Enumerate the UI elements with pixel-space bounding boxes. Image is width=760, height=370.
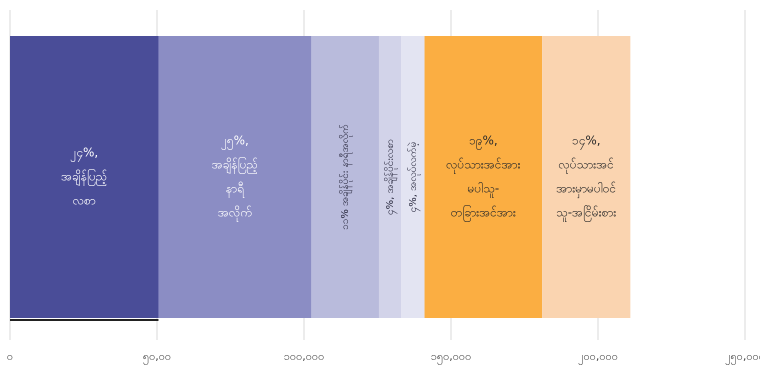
bar-segment-label: မပါသူ- (467, 181, 499, 199)
bar-segment-label: ၁၄%, (572, 134, 601, 151)
bar-segment (542, 36, 631, 318)
bar-segment-label: အချိန်ပြည့် (61, 168, 107, 187)
bar-segment-label: တခြားအင်အား (451, 204, 516, 223)
bar-segment-label: ၄%, အချိန်ပိုင်းလစာ (383, 139, 398, 215)
bar-segment-label: ၂၅%, (221, 134, 249, 151)
bar-segment-label: ၁၉%, (469, 134, 498, 151)
bar-segment-label: ၁၁% အချိန်ပိုင်း နာရီအလိုက် (338, 124, 353, 230)
bar-segment-label: ၄%, အလုပ်လက်မဲ့ (406, 142, 421, 213)
x-tick-label: ၀ (7, 350, 13, 363)
bar-segment (378, 36, 402, 318)
x-tick-label: ၂၀၀,၀၀၀ (578, 350, 618, 365)
bar-segment-label: အားမှာမပါဝင် (556, 181, 616, 199)
bar-segment-label: ၂၄%, (70, 146, 98, 163)
bar-segment-label: လုပ်သားအင်အား (446, 157, 520, 175)
x-tick-label: ၅၀,၀၀ (143, 350, 171, 365)
bar-segment (158, 36, 312, 318)
bar-segment-label: လုပ်သားအင် (559, 157, 614, 175)
x-tick-label: ၁၅၀,၀၀၀ (431, 350, 472, 365)
x-tick-label: ၂၅၀,၀၀၀ (725, 350, 760, 365)
x-tick-label: ၁၀၀,၀၀၀ (284, 350, 325, 363)
bar-segment-label: သူ-အငြိမ်းစား (556, 205, 616, 223)
bar-segment (401, 36, 425, 318)
bar-segment-label: လစာ (73, 194, 96, 208)
bar-segment-label: နာရီ (226, 181, 244, 199)
bar-segment-label: အချိန်ပြည့် (212, 156, 258, 175)
bar-segment (311, 36, 379, 318)
bar-segment (424, 36, 543, 318)
bar-segment-label: အလိုက် (218, 205, 252, 223)
bar-segment (10, 36, 159, 318)
